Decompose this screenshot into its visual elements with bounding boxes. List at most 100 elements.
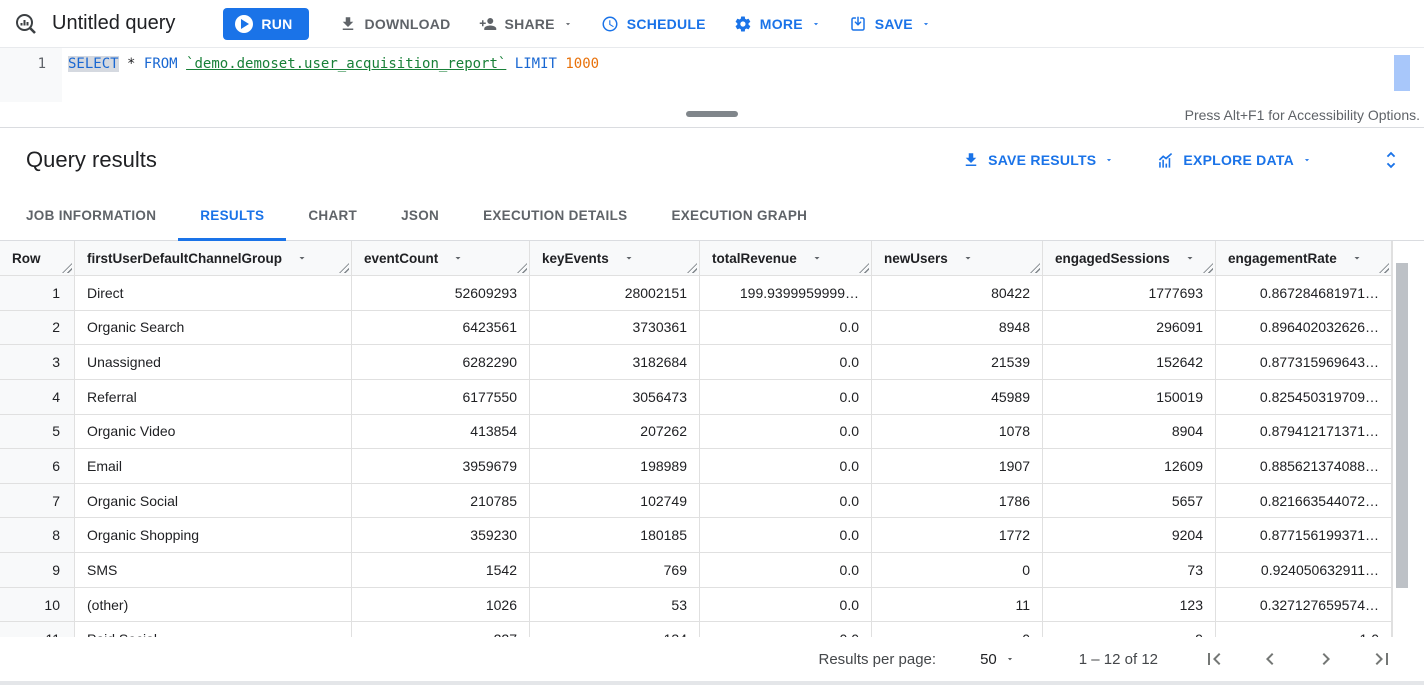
save-results-button[interactable]: SAVE RESULTS	[962, 151, 1114, 169]
column-resize-grip[interactable]	[517, 263, 527, 273]
event-count-cell: 3959679	[352, 449, 530, 484]
key-events-cell: 28002151	[530, 276, 700, 311]
channel-group-cell: Direct	[75, 276, 352, 311]
column-resize-grip[interactable]	[339, 263, 349, 273]
column-menu-caret-icon[interactable]	[1184, 252, 1196, 264]
save-button[interactable]: SAVE	[849, 15, 931, 33]
total-revenue-cell: 0.0	[700, 379, 872, 415]
chevron-down-icon	[1304, 159, 1310, 162]
share-label: SHARE	[504, 15, 555, 32]
editor-statusbar: Press Alt+F1 for Accessibility Options.	[0, 102, 1424, 128]
tab-json[interactable]: JSON	[401, 207, 440, 223]
new-users-cell: 8948	[872, 310, 1043, 346]
engaged-sessions-cell: 73	[1043, 553, 1216, 588]
column-header-totalRevenue[interactable]: totalRevenue	[700, 241, 872, 275]
sql-code-line[interactable]: SELECT * FROM `demo.demoset.user_acquisi…	[62, 48, 599, 102]
chevron-down-icon	[565, 22, 570, 25]
clock-icon	[602, 15, 618, 31]
tab-execution-details[interactable]: EXECUTION DETAILS	[483, 207, 628, 223]
event-count-cell: 6282290	[352, 345, 530, 380]
chart-icon	[1159, 152, 1173, 168]
share-button[interactable]: SHARE	[479, 15, 573, 33]
grid-scrollbar-thumb[interactable]	[1396, 263, 1408, 588]
total-revenue-cell: 0.0	[700, 518, 872, 554]
row-number-cell: 9	[0, 553, 75, 588]
table-row: 8 Organic Shopping 359230 180185 0.0 177…	[0, 518, 1392, 554]
column-menu-caret-icon[interactable]	[296, 252, 308, 264]
column-menu-caret-icon[interactable]	[962, 252, 974, 264]
engagement-rate-cell: 1.0	[1216, 622, 1392, 637]
channel-group-cell: Organic Search	[75, 310, 352, 346]
schedule-button[interactable]: SCHEDULE	[601, 15, 706, 33]
run-button[interactable]: RUN	[223, 7, 309, 40]
key-events-cell: 3182684	[530, 345, 700, 380]
column-header-firstUserDefaultChannelGroup[interactable]: firstUserDefaultChannelGroup	[75, 241, 352, 275]
query-title: Untitled query	[52, 12, 176, 34]
explore-data-button[interactable]: EXPLORE DATA	[1156, 151, 1312, 170]
query-results-title: Query results	[26, 147, 157, 172]
column-resize-grip[interactable]	[62, 263, 72, 273]
engaged-sessions-cell: 150019	[1043, 379, 1216, 415]
column-label: Row	[12, 250, 41, 266]
last-page-button[interactable]	[1370, 647, 1394, 671]
column-resize-grip[interactable]	[687, 263, 697, 273]
column-resize-grip[interactable]	[859, 263, 869, 273]
engaged-sessions-cell: 152642	[1043, 345, 1216, 380]
event-count-cell: 413854	[352, 414, 530, 450]
total-revenue-cell: 0.0	[700, 553, 872, 588]
tab-chart[interactable]: CHART	[308, 207, 358, 223]
row-number-cell: 4	[0, 379, 75, 415]
table-row: 2 Organic Search 6423561 3730361 0.0 894…	[0, 310, 1392, 346]
event-count-cell: 6423561	[352, 310, 530, 346]
column-label: firstUserDefaultChannelGroup	[87, 250, 283, 266]
engaged-sessions-cell: 12609	[1043, 449, 1216, 484]
column-header-engagementRate[interactable]: engagementRate	[1216, 241, 1392, 275]
column-menu-caret-icon[interactable]	[811, 252, 823, 264]
column-menu-caret-icon[interactable]	[1351, 252, 1363, 264]
results-tab-bar: JOB INFORMATION RESULTS CHART JSON EXECU…	[0, 192, 1424, 241]
bottom-scroll-strip[interactable]	[0, 681, 1424, 685]
sql-editor[interactable]: 1 SELECT * FROM `demo.demoset.user_acqui…	[0, 48, 1424, 102]
grid-vertical-scrollbar[interactable]	[1392, 241, 1410, 637]
column-header-engagedSessions[interactable]: engagedSessions	[1043, 241, 1216, 275]
previous-page-button[interactable]	[1258, 647, 1282, 671]
next-page-button[interactable]	[1314, 647, 1338, 671]
tab-results[interactable]: RESULTS	[178, 192, 287, 241]
column-menu-caret-icon[interactable]	[623, 252, 635, 264]
new-users-cell: 0	[872, 622, 1043, 637]
column-resize-grip[interactable]	[1379, 263, 1389, 273]
column-resize-grip[interactable]	[1203, 263, 1213, 273]
tab-execution-graph[interactable]: EXECUTION GRAPH	[671, 207, 808, 223]
sql-keyword-from: FROM	[143, 56, 178, 72]
new-users-cell: 1786	[872, 483, 1043, 519]
editor-scrollbar-thumb[interactable]	[1394, 55, 1410, 91]
column-menu-caret-icon[interactable]	[452, 252, 464, 264]
key-events-cell: 180185	[530, 518, 700, 554]
key-events-cell: 53	[530, 587, 700, 623]
download-icon	[965, 153, 977, 166]
channel-group-cell: (other)	[75, 587, 352, 623]
panel-resize-handle[interactable]	[686, 111, 738, 117]
table-row: 11 Paid Social 227 134 0.0 0 9 1.0	[0, 622, 1392, 637]
save-icon	[851, 16, 865, 31]
more-button[interactable]: MORE	[734, 15, 821, 33]
download-button[interactable]: DOWNLOAD	[339, 15, 451, 33]
column-header-newUsers[interactable]: newUsers	[872, 241, 1043, 275]
tab-job-information[interactable]: JOB INFORMATION	[26, 207, 157, 223]
column-header-keyEvents[interactable]: keyEvents	[530, 241, 700, 275]
page-size-select[interactable]: 50	[980, 651, 1015, 668]
event-count-cell: 1026	[352, 587, 530, 623]
save-label: SAVE	[874, 15, 913, 32]
query-icon	[16, 13, 36, 34]
engaged-sessions-cell: 123	[1043, 587, 1216, 623]
chevron-left-icon	[1266, 653, 1274, 665]
new-users-cell: 0	[872, 553, 1043, 588]
expand-collapse-panel-button[interactable]	[1380, 149, 1402, 171]
first-page-button[interactable]	[1202, 647, 1226, 671]
column-resize-grip[interactable]	[1030, 263, 1040, 273]
engaged-sessions-cell: 5657	[1043, 483, 1216, 519]
event-count-cell: 1542	[352, 553, 530, 588]
column-header-eventCount[interactable]: eventCount	[352, 241, 530, 275]
sql-table-reference-link[interactable]: `demo.demoset.user_acquisition_report`	[186, 56, 507, 72]
